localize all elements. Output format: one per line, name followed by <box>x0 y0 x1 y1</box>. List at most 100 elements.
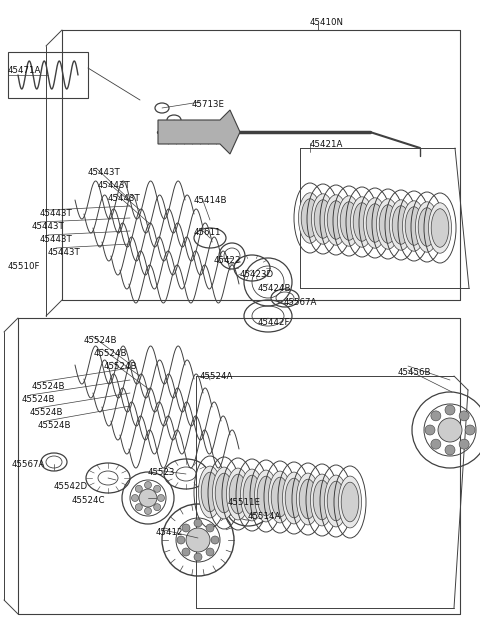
Ellipse shape <box>425 425 435 435</box>
Ellipse shape <box>431 209 449 247</box>
Ellipse shape <box>254 470 277 522</box>
Ellipse shape <box>215 473 233 513</box>
Ellipse shape <box>363 198 386 248</box>
Ellipse shape <box>186 528 210 552</box>
Ellipse shape <box>327 201 345 239</box>
Ellipse shape <box>324 195 348 245</box>
Ellipse shape <box>418 208 436 246</box>
Text: 45443T: 45443T <box>40 209 73 218</box>
Ellipse shape <box>405 207 423 245</box>
Text: 45510F: 45510F <box>8 262 40 271</box>
Ellipse shape <box>338 476 361 528</box>
Ellipse shape <box>257 476 275 516</box>
Ellipse shape <box>144 481 152 489</box>
Ellipse shape <box>177 536 185 544</box>
Ellipse shape <box>402 201 425 251</box>
Text: 45424B: 45424B <box>258 284 291 293</box>
Ellipse shape <box>243 476 261 515</box>
Text: 45412: 45412 <box>156 528 183 537</box>
Ellipse shape <box>182 548 190 556</box>
Ellipse shape <box>213 467 236 519</box>
Ellipse shape <box>206 524 214 532</box>
Text: 45524B: 45524B <box>32 382 65 391</box>
Ellipse shape <box>389 200 412 250</box>
Text: 45524B: 45524B <box>84 336 118 345</box>
Text: 45524B: 45524B <box>22 395 56 404</box>
Text: 45443T: 45443T <box>88 168 121 177</box>
Ellipse shape <box>135 503 142 511</box>
Text: 45524B: 45524B <box>94 349 128 358</box>
Ellipse shape <box>366 204 384 242</box>
Ellipse shape <box>299 479 317 519</box>
Ellipse shape <box>353 203 371 242</box>
Ellipse shape <box>211 536 219 544</box>
Ellipse shape <box>431 411 441 421</box>
Polygon shape <box>158 110 240 154</box>
Text: 45414B: 45414B <box>194 196 228 205</box>
Text: 45542D: 45542D <box>54 482 88 491</box>
Ellipse shape <box>135 485 142 493</box>
Ellipse shape <box>229 474 247 514</box>
Ellipse shape <box>206 548 214 556</box>
Text: 45524A: 45524A <box>200 372 233 381</box>
Text: 45713E: 45713E <box>192 100 225 109</box>
Ellipse shape <box>341 482 359 522</box>
Ellipse shape <box>392 206 410 244</box>
Bar <box>8 52 88 98</box>
Ellipse shape <box>157 495 165 501</box>
Ellipse shape <box>182 524 190 532</box>
Text: 45514A: 45514A <box>248 512 281 521</box>
Text: 45423D: 45423D <box>240 270 274 279</box>
Ellipse shape <box>282 472 305 524</box>
Text: 45456B: 45456B <box>398 368 432 377</box>
Ellipse shape <box>438 418 462 442</box>
Ellipse shape <box>350 197 373 247</box>
Text: 45471A: 45471A <box>8 66 41 75</box>
Ellipse shape <box>324 475 348 527</box>
Ellipse shape <box>313 480 331 520</box>
Ellipse shape <box>132 495 139 501</box>
Ellipse shape <box>194 553 202 561</box>
Ellipse shape <box>459 439 469 449</box>
Ellipse shape <box>144 507 152 515</box>
Text: 45524C: 45524C <box>72 496 106 505</box>
Text: 45567A: 45567A <box>284 298 317 307</box>
Ellipse shape <box>154 485 161 493</box>
Ellipse shape <box>459 411 469 421</box>
Text: 45443T: 45443T <box>40 235 73 244</box>
Text: 45524B: 45524B <box>30 408 63 417</box>
Text: 45524B: 45524B <box>38 421 72 430</box>
Ellipse shape <box>376 199 399 249</box>
Ellipse shape <box>465 425 475 435</box>
Ellipse shape <box>311 474 334 526</box>
Ellipse shape <box>227 468 250 520</box>
Ellipse shape <box>337 196 360 246</box>
Ellipse shape <box>301 198 319 237</box>
Text: 45524B: 45524B <box>104 362 137 371</box>
Ellipse shape <box>299 193 322 243</box>
Ellipse shape <box>445 445 455 455</box>
Text: 45410N: 45410N <box>310 18 344 27</box>
Ellipse shape <box>314 200 332 238</box>
Text: 45713E: 45713E <box>175 122 208 131</box>
Ellipse shape <box>199 466 222 518</box>
Text: 45443T: 45443T <box>108 194 141 203</box>
Ellipse shape <box>340 202 358 240</box>
Text: 45443T: 45443T <box>98 181 131 190</box>
Text: 45422: 45422 <box>214 256 241 265</box>
Ellipse shape <box>271 477 289 517</box>
Ellipse shape <box>240 469 264 521</box>
Text: 45523: 45523 <box>148 468 176 477</box>
Text: 45443T: 45443T <box>48 248 81 257</box>
Text: 45421A: 45421A <box>310 140 343 149</box>
Ellipse shape <box>379 205 397 243</box>
Ellipse shape <box>416 202 439 252</box>
Ellipse shape <box>201 472 219 512</box>
Text: 45567A: 45567A <box>12 460 46 469</box>
Ellipse shape <box>194 519 202 527</box>
Text: 45443T: 45443T <box>32 222 65 231</box>
Ellipse shape <box>429 203 452 253</box>
Ellipse shape <box>268 471 291 523</box>
Ellipse shape <box>139 489 157 507</box>
Ellipse shape <box>154 503 161 511</box>
